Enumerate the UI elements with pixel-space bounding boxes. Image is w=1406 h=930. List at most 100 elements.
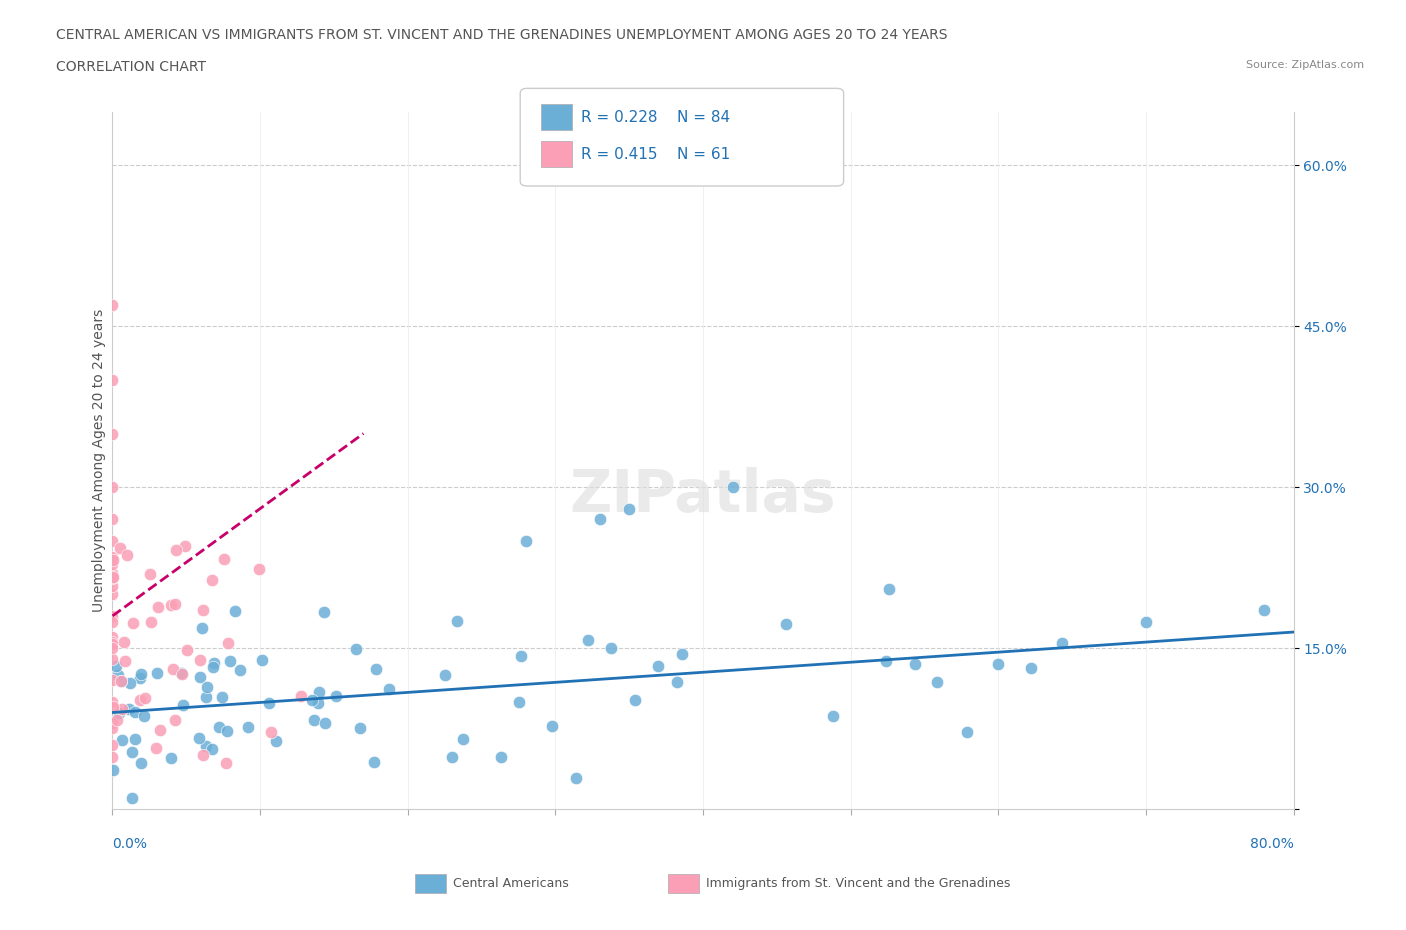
Point (121, 616, 143, 631)
Point (110, 673, 132, 688)
Point (101, 372, 124, 387)
Point (191, 748, 214, 763)
Point (188, 670, 211, 684)
Point (107, 705, 129, 720)
Point (619, 501, 641, 516)
Point (101, 651, 124, 666)
Point (1050, 636, 1073, 651)
Point (105, 712, 128, 727)
Point (312, 604, 335, 619)
Point (101, 556, 124, 571)
Point (149, 723, 172, 737)
Point (101, 552, 124, 567)
Point (104, 658, 127, 673)
Point (212, 551, 235, 566)
Point (108, 540, 131, 555)
Point (160, 751, 183, 765)
Point (446, 614, 468, 629)
Point (250, 653, 273, 668)
Point (260, 724, 283, 739)
Point (101, 571, 124, 586)
Point (378, 681, 401, 696)
Point (623, 692, 645, 707)
Point (441, 750, 464, 764)
Point (134, 709, 156, 724)
Point (101, 480, 124, 495)
Point (325, 688, 347, 703)
Text: CORRELATION CHART: CORRELATION CHART (56, 60, 207, 74)
Point (101, 565, 124, 580)
Point (138, 567, 160, 582)
Point (101, 630, 124, 644)
Point (148, 600, 170, 615)
Point (195, 680, 218, 695)
Text: Immigrants from St. Vincent and the Grenadines: Immigrants from St. Vincent and the Gren… (706, 877, 1010, 890)
Point (1135, 615, 1157, 630)
Text: R = 0.415    N = 61: R = 0.415 N = 61 (581, 147, 730, 162)
Point (120, 675, 142, 690)
Point (176, 643, 198, 658)
Point (101, 737, 124, 752)
Text: 80.0%: 80.0% (1250, 837, 1294, 851)
Point (101, 716, 124, 731)
Point (101, 534, 124, 549)
Point (101, 636, 124, 651)
Point (129, 755, 152, 770)
Point (489, 750, 512, 764)
Point (904, 657, 927, 671)
Point (129, 671, 152, 685)
Point (987, 657, 1010, 671)
Point (165, 543, 187, 558)
Text: R = 0.228    N = 84: R = 0.228 N = 84 (581, 110, 730, 125)
Point (217, 635, 239, 650)
Point (877, 582, 900, 597)
Point (349, 721, 371, 736)
Point (599, 641, 621, 656)
Point (101, 608, 124, 623)
Point (433, 667, 456, 682)
Point (145, 741, 167, 756)
Point (588, 512, 610, 526)
Point (115, 547, 138, 562)
Point (124, 705, 146, 720)
Text: Central Americans: Central Americans (453, 877, 568, 890)
Point (193, 603, 215, 618)
Point (259, 696, 281, 711)
Point (647, 658, 669, 673)
Point (139, 614, 162, 629)
Point (187, 730, 209, 745)
Text: CENTRAL AMERICAN VS IMMIGRANTS FROM ST. VINCENT AND THE GRENADINES UNEMPLOYMENT : CENTRAL AMERICAN VS IMMIGRANTS FROM ST. … (56, 28, 948, 42)
Point (134, 690, 156, 705)
Point (308, 684, 330, 699)
Point (128, 693, 150, 708)
Point (101, 750, 124, 764)
Point (721, 480, 744, 495)
Point (301, 693, 323, 708)
Point (219, 654, 242, 669)
Point (101, 426, 124, 441)
Point (101, 634, 124, 649)
Point (925, 675, 948, 690)
Point (101, 641, 124, 656)
Point (236, 720, 259, 735)
Point (101, 673, 124, 688)
Point (208, 720, 231, 735)
Point (118, 702, 141, 717)
Point (302, 712, 325, 727)
Point (451, 731, 474, 746)
Point (201, 659, 224, 674)
Point (576, 632, 599, 647)
Point (160, 597, 183, 612)
Point (510, 648, 533, 663)
Point (821, 709, 844, 724)
Point (191, 620, 214, 635)
Point (247, 562, 270, 577)
Point (114, 654, 136, 669)
Point (1019, 660, 1042, 675)
Point (775, 617, 797, 631)
Point (101, 721, 124, 736)
Point (201, 741, 224, 756)
Point (1253, 603, 1275, 618)
Point (307, 696, 329, 711)
Point (214, 755, 236, 770)
